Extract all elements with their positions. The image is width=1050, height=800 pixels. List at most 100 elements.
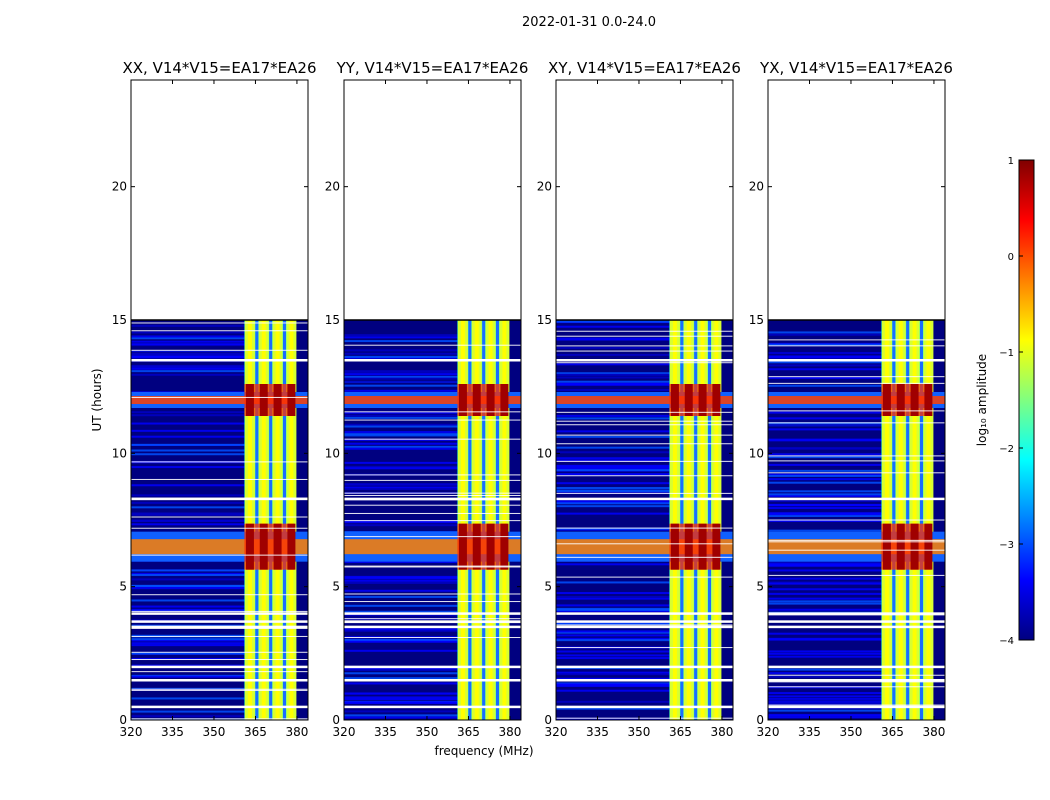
- flagged-row: [131, 610, 308, 612]
- noise-streak: [344, 716, 458, 719]
- noise-streak: [131, 466, 245, 469]
- noise-streak: [556, 338, 670, 341]
- noise-streak: [556, 502, 670, 505]
- channel-gap: [495, 320, 499, 720]
- y-tick-label: 5: [544, 580, 552, 594]
- panel-frame: [767, 79, 946, 721]
- noise-streak: [768, 364, 882, 367]
- heatmap-image: [768, 320, 945, 720]
- noise-streak: [768, 504, 882, 507]
- noise-streak: [768, 376, 882, 379]
- noise-streak: [768, 592, 882, 595]
- noise-streak: [131, 710, 245, 713]
- noise-streak: [344, 445, 458, 448]
- noise-streak: [556, 512, 670, 515]
- noise-streak: [768, 519, 882, 522]
- x-tick-label: 365: [457, 725, 480, 739]
- flagged-row: [768, 410, 945, 412]
- noise-streak: [344, 416, 458, 419]
- noise-streak: [556, 388, 670, 391]
- colorbar-tick-label: −2: [999, 444, 1014, 455]
- noise-streak: [131, 608, 245, 611]
- y-tick-label: 0: [544, 713, 552, 727]
- flagged-row: [131, 594, 308, 596]
- noise-streak: [344, 465, 458, 468]
- colorbar-tick-label: −3: [999, 540, 1014, 551]
- noise-streak: [556, 608, 670, 611]
- noise-streak: [344, 614, 458, 617]
- flagged-row: [556, 475, 733, 477]
- flagged-row: [131, 620, 308, 623]
- flagged-row: [131, 688, 308, 690]
- x-axis-label: frequency (MHz): [434, 744, 533, 758]
- x-tick-label: 380: [922, 725, 945, 739]
- flagged-row: [556, 612, 733, 615]
- flagged-row: [131, 718, 308, 720]
- noise-streak: [344, 414, 458, 417]
- flagged-row: [344, 625, 521, 629]
- noise-streak: [131, 335, 245, 338]
- rfi-peak: [896, 523, 905, 570]
- noise-streak: [556, 467, 670, 470]
- noise-streak: [131, 411, 245, 414]
- noise-streak: [131, 584, 245, 587]
- noise-streak: [344, 692, 458, 695]
- noise-streak: [344, 640, 458, 643]
- flagged-row: [131, 705, 308, 709]
- noise-streak: [556, 372, 670, 375]
- noise-streak: [556, 487, 670, 490]
- noise-streak: [344, 334, 458, 337]
- panel-title: XY, V14*V15=EA17*EA26: [548, 59, 741, 77]
- channel-gap: [680, 320, 684, 720]
- noise-streak: [556, 337, 670, 340]
- signal-channel-core: [247, 320, 252, 720]
- panel-title: YX, V14*V15=EA17*EA26: [759, 59, 953, 77]
- flagged-row: [344, 504, 521, 506]
- signal-channel-core: [261, 320, 266, 720]
- noise-streak: [344, 714, 458, 717]
- x-tick-label: 320: [545, 725, 568, 739]
- y-tick-label: 5: [332, 580, 340, 594]
- noise-streak: [768, 600, 882, 603]
- noise-streak: [768, 473, 882, 476]
- noise-streak: [768, 417, 882, 420]
- panel-frame: [343, 79, 522, 721]
- x-tick-label: 380: [710, 725, 733, 739]
- flagged-row: [131, 635, 308, 637]
- noise-streak: [768, 469, 882, 472]
- flagged-row: [768, 704, 945, 706]
- y-tick-label: 20: [537, 180, 552, 194]
- rfi-band: [131, 396, 308, 404]
- noise-streak: [556, 353, 670, 356]
- noise-streak: [768, 456, 882, 459]
- noise-streak: [556, 446, 670, 449]
- rfi-peak: [245, 523, 254, 570]
- flagged-row: [344, 612, 521, 615]
- noise-streak: [556, 631, 670, 634]
- noise-streak: [768, 588, 882, 591]
- rfi-peak: [287, 384, 296, 416]
- noise-streak: [131, 688, 245, 691]
- flagged-row: [344, 601, 521, 603]
- noise-streak: [344, 672, 458, 675]
- y-tick-label: 15: [325, 313, 340, 327]
- noise-streak: [556, 346, 670, 349]
- flagged-row: [556, 647, 733, 649]
- noise-streak: [344, 483, 458, 486]
- y-tick-label: 15: [112, 313, 127, 327]
- noise-streak: [344, 629, 458, 632]
- noise-streak: [556, 457, 670, 460]
- rfi-peak: [259, 523, 268, 570]
- flagged-row: [768, 679, 945, 682]
- colorbar: 1 0 −1 −2 −3 −4: [999, 156, 1035, 647]
- noise-streak: [344, 486, 458, 489]
- noise-streak: [131, 373, 245, 376]
- flagged-row: [768, 625, 945, 629]
- noise-streak: [768, 675, 882, 678]
- panel-frame: [130, 79, 309, 721]
- noise-streak: [768, 714, 882, 717]
- flagged-row: [344, 499, 521, 501]
- flagged-row: [344, 344, 521, 346]
- noise-streak: [768, 333, 882, 336]
- colorbar-tick-label: −1: [999, 348, 1014, 359]
